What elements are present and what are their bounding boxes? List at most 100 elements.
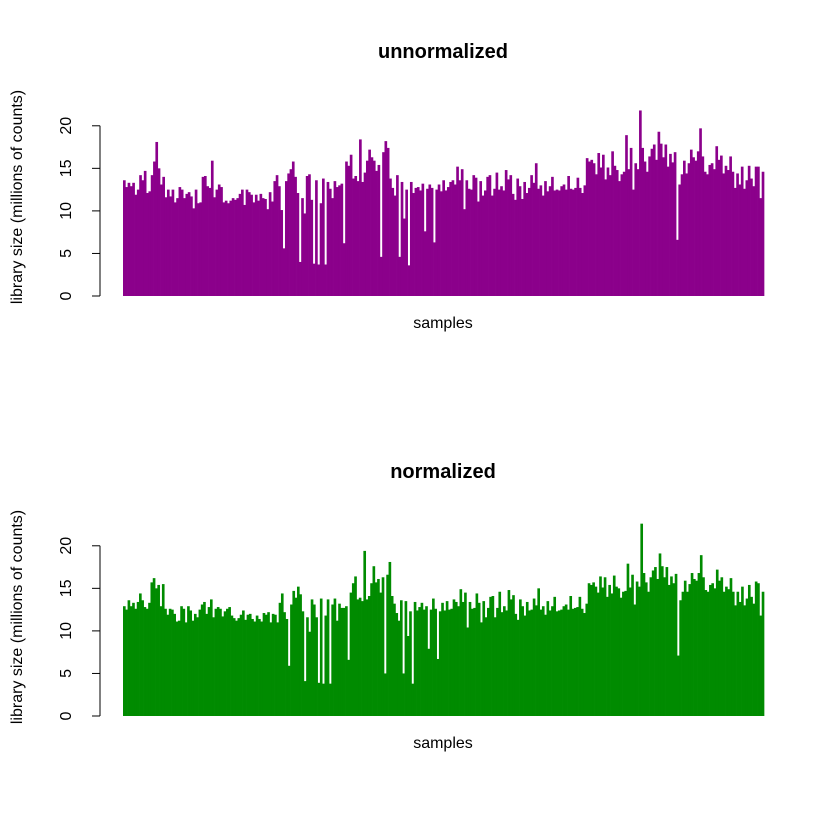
bar (734, 605, 737, 716)
bar (454, 601, 458, 716)
bar (365, 160, 369, 296)
bar (743, 188, 746, 296)
bar (448, 609, 451, 716)
bar (659, 143, 663, 296)
bar (564, 189, 568, 296)
bar (484, 617, 488, 716)
bar (335, 187, 339, 296)
bar (422, 609, 426, 716)
bar (356, 599, 360, 716)
bar (484, 190, 487, 296)
bar (704, 590, 708, 716)
bar (527, 187, 531, 296)
bar (155, 141, 159, 296)
bar (641, 147, 645, 296)
bar (678, 184, 682, 296)
unnormalized-chart-panel: unnormalized 0 5 10 15 20 samples library si… (9, 41, 765, 332)
bar (650, 148, 654, 296)
bar (560, 186, 564, 296)
bar (208, 187, 212, 296)
bar (228, 607, 231, 716)
bar (359, 139, 362, 296)
bar (453, 184, 457, 296)
bar (562, 184, 566, 296)
bar (260, 621, 263, 716)
bar (275, 175, 279, 296)
bar (340, 183, 344, 296)
bar (262, 613, 266, 716)
bar (143, 607, 147, 716)
bar (269, 622, 273, 716)
bar (200, 604, 204, 716)
bar (326, 181, 330, 296)
bar (657, 131, 661, 296)
bar (530, 609, 534, 716)
bar (468, 601, 472, 716)
bar (634, 163, 638, 296)
bar (299, 594, 302, 716)
bar (618, 181, 621, 296)
bar (738, 184, 742, 296)
bar (720, 577, 724, 716)
bar (613, 165, 617, 296)
bar (435, 189, 439, 296)
bar (335, 620, 339, 716)
bar (430, 187, 434, 296)
bar (703, 171, 707, 296)
bar (608, 584, 611, 716)
bar (665, 567, 669, 716)
bar (340, 607, 344, 716)
bar (649, 577, 653, 716)
bar (322, 178, 325, 296)
bar (178, 187, 182, 296)
bar (718, 580, 721, 716)
bar (404, 601, 408, 716)
bar (326, 599, 330, 716)
bar (129, 606, 133, 716)
bar (264, 198, 267, 296)
bar (521, 606, 524, 716)
bar (203, 601, 206, 716)
bar (436, 658, 440, 716)
bar (740, 166, 744, 296)
bar (604, 179, 607, 296)
bar (185, 193, 189, 296)
bar (690, 573, 694, 716)
bar (396, 175, 399, 296)
bar (379, 592, 383, 716)
bar (583, 185, 587, 296)
bar (187, 606, 190, 716)
bar (480, 622, 483, 716)
bar (444, 190, 448, 296)
bar (482, 601, 486, 716)
bar (176, 198, 179, 296)
bar (670, 576, 673, 716)
bar (449, 181, 452, 296)
bar (420, 602, 424, 716)
bar (681, 591, 685, 716)
bar (546, 191, 550, 296)
bar (580, 608, 584, 716)
bar (395, 613, 399, 716)
bar (456, 166, 459, 296)
bar (342, 243, 346, 296)
bar (581, 193, 584, 296)
bar (187, 192, 191, 296)
bar (726, 170, 730, 296)
bar (587, 583, 591, 716)
bar (338, 185, 341, 296)
bar (201, 176, 205, 296)
bar (585, 603, 589, 716)
bar (386, 574, 389, 716)
bar (280, 593, 284, 716)
bar (626, 563, 630, 716)
bar (713, 169, 716, 296)
bar (555, 189, 559, 296)
y-axis: 0 5 10 15 20 (58, 537, 101, 720)
bar (377, 164, 381, 296)
bar (666, 166, 670, 296)
bar (182, 608, 186, 716)
bar (308, 631, 312, 716)
y-tick-label: 10 (58, 202, 75, 220)
bar (731, 171, 735, 296)
